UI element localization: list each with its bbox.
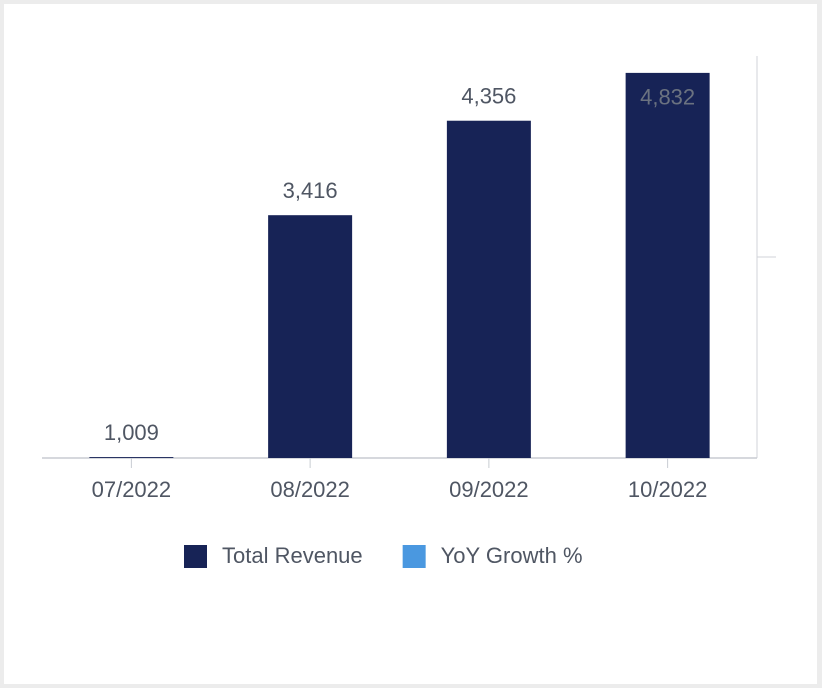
data-label: 3,416: [283, 178, 338, 203]
bar: [89, 457, 174, 458]
x-tick-label: 10/2022: [628, 477, 708, 502]
data-label: 4,356: [461, 84, 516, 109]
bar: [625, 72, 710, 458]
bar: [446, 120, 531, 459]
x-tick-label: 07/2022: [92, 477, 172, 502]
data-label: 1,009: [104, 420, 159, 445]
x-tick-label: 08/2022: [270, 477, 350, 502]
legend-swatch: [402, 545, 426, 568]
legend-label: Total Revenue: [222, 543, 363, 568]
legend-label: YoY Growth %: [441, 543, 583, 568]
data-label: 4,832: [640, 85, 695, 110]
bar: [268, 215, 353, 458]
x-tick-label: 09/2022: [449, 477, 529, 502]
legend-swatch: [184, 545, 207, 568]
